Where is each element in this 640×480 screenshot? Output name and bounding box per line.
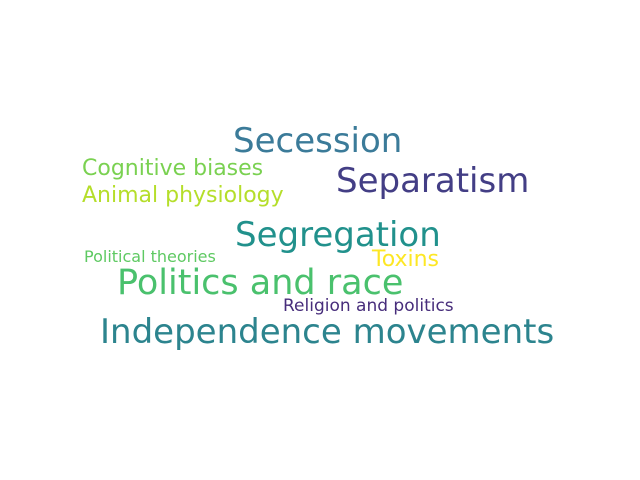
word-politics-and-race: Politics and race	[117, 263, 404, 303]
word-political-theories: Political theories	[84, 247, 216, 266]
word-animal-physiology: Animal physiology	[82, 183, 284, 208]
word-independence-movements: Independence movements	[100, 312, 555, 352]
word-separatism: Separatism	[336, 161, 530, 201]
word-religion-and-politics: Religion and politics	[283, 296, 454, 316]
word-segregation: Segregation	[235, 215, 441, 255]
word-toxins: Toxins	[372, 247, 440, 272]
word-secession: Secession	[233, 121, 403, 161]
word-cognitive-biases: Cognitive biases	[82, 156, 264, 181]
